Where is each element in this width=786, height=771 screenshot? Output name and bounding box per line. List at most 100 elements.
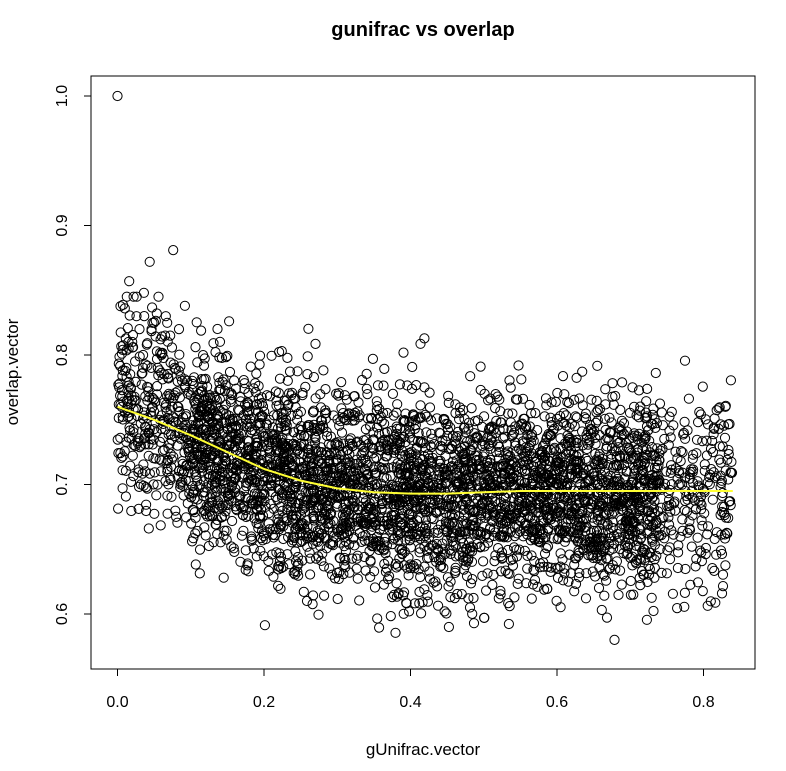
data-point — [157, 374, 168, 385]
data-point — [520, 442, 531, 453]
data-point — [382, 436, 393, 447]
data-point — [172, 471, 183, 482]
data-point — [378, 408, 389, 419]
data-point — [320, 408, 331, 419]
data-point — [482, 510, 493, 521]
data-point — [445, 462, 456, 473]
data-point — [424, 497, 435, 508]
data-point — [264, 447, 275, 458]
data-point — [612, 492, 623, 503]
data-point — [301, 595, 313, 607]
data-point — [496, 473, 507, 484]
data-point — [347, 495, 358, 506]
data-point — [579, 412, 590, 423]
data-point — [367, 521, 378, 532]
data-point — [616, 504, 627, 515]
data-point — [340, 536, 351, 547]
data-point — [152, 381, 163, 392]
data-point — [338, 569, 349, 580]
data-point — [571, 464, 582, 475]
data-point — [573, 572, 585, 583]
data-point — [612, 473, 623, 485]
data-point — [585, 543, 597, 554]
data-point — [388, 444, 399, 455]
data-point — [558, 575, 569, 586]
data-point — [715, 457, 727, 468]
data-point — [545, 430, 556, 442]
data-point — [119, 303, 130, 314]
data-point — [144, 256, 155, 267]
data-point — [720, 465, 731, 476]
data-point — [613, 589, 624, 601]
data-point — [372, 401, 383, 412]
data-point — [270, 386, 281, 397]
data-point — [432, 581, 443, 592]
data-point — [363, 535, 374, 547]
data-point — [211, 477, 222, 489]
data-point — [470, 432, 481, 443]
y-axis-label: overlap.vector — [3, 318, 22, 425]
data-point — [220, 399, 231, 410]
data-point — [411, 529, 422, 540]
data-point — [193, 389, 204, 400]
data-point — [150, 315, 161, 326]
data-point — [341, 394, 352, 405]
data-point — [424, 573, 436, 584]
data-point — [128, 471, 139, 482]
data-point — [522, 550, 533, 562]
data-point — [174, 349, 185, 360]
data-point — [286, 537, 297, 548]
data-point — [633, 412, 645, 423]
data-point — [404, 486, 415, 497]
data-point — [383, 486, 394, 497]
data-point — [349, 470, 361, 481]
data-point — [435, 440, 446, 451]
data-point — [615, 421, 626, 432]
data-point — [722, 454, 733, 465]
data-point — [508, 493, 519, 504]
data-point — [447, 536, 458, 547]
data-point — [371, 536, 382, 547]
data-point — [211, 394, 222, 405]
data-point — [404, 606, 415, 617]
data-point — [503, 408, 514, 419]
data-point — [526, 593, 537, 604]
data-point — [425, 440, 436, 451]
data-point — [428, 479, 439, 490]
data-point — [189, 493, 200, 504]
data-point — [312, 464, 323, 475]
data-point — [488, 569, 499, 581]
data-point — [420, 467, 431, 478]
data-point — [508, 542, 520, 553]
data-point — [331, 449, 342, 460]
data-point — [633, 514, 645, 525]
data-point — [318, 365, 329, 376]
data-point — [302, 528, 314, 539]
data-point — [694, 406, 705, 418]
data-point — [388, 462, 399, 473]
data-point — [163, 388, 174, 399]
data-point — [450, 565, 461, 577]
data-point — [123, 336, 134, 348]
data-point — [130, 376, 141, 387]
data-point — [180, 409, 192, 420]
data-point — [588, 550, 599, 561]
data-point — [177, 412, 189, 423]
data-point — [304, 547, 315, 558]
data-point — [297, 555, 308, 566]
data-point — [219, 525, 230, 536]
data-point — [242, 560, 253, 571]
data-point — [346, 481, 357, 492]
data-point — [586, 502, 597, 513]
data-point — [199, 505, 210, 517]
data-point — [643, 505, 654, 516]
data-point — [388, 410, 399, 421]
data-point — [158, 397, 169, 408]
data-point — [149, 317, 160, 328]
data-point — [576, 520, 587, 531]
data-point — [202, 411, 213, 422]
data-point — [497, 552, 508, 563]
data-point — [580, 496, 591, 507]
data-point — [507, 408, 518, 419]
scatter-points — [112, 90, 738, 646]
